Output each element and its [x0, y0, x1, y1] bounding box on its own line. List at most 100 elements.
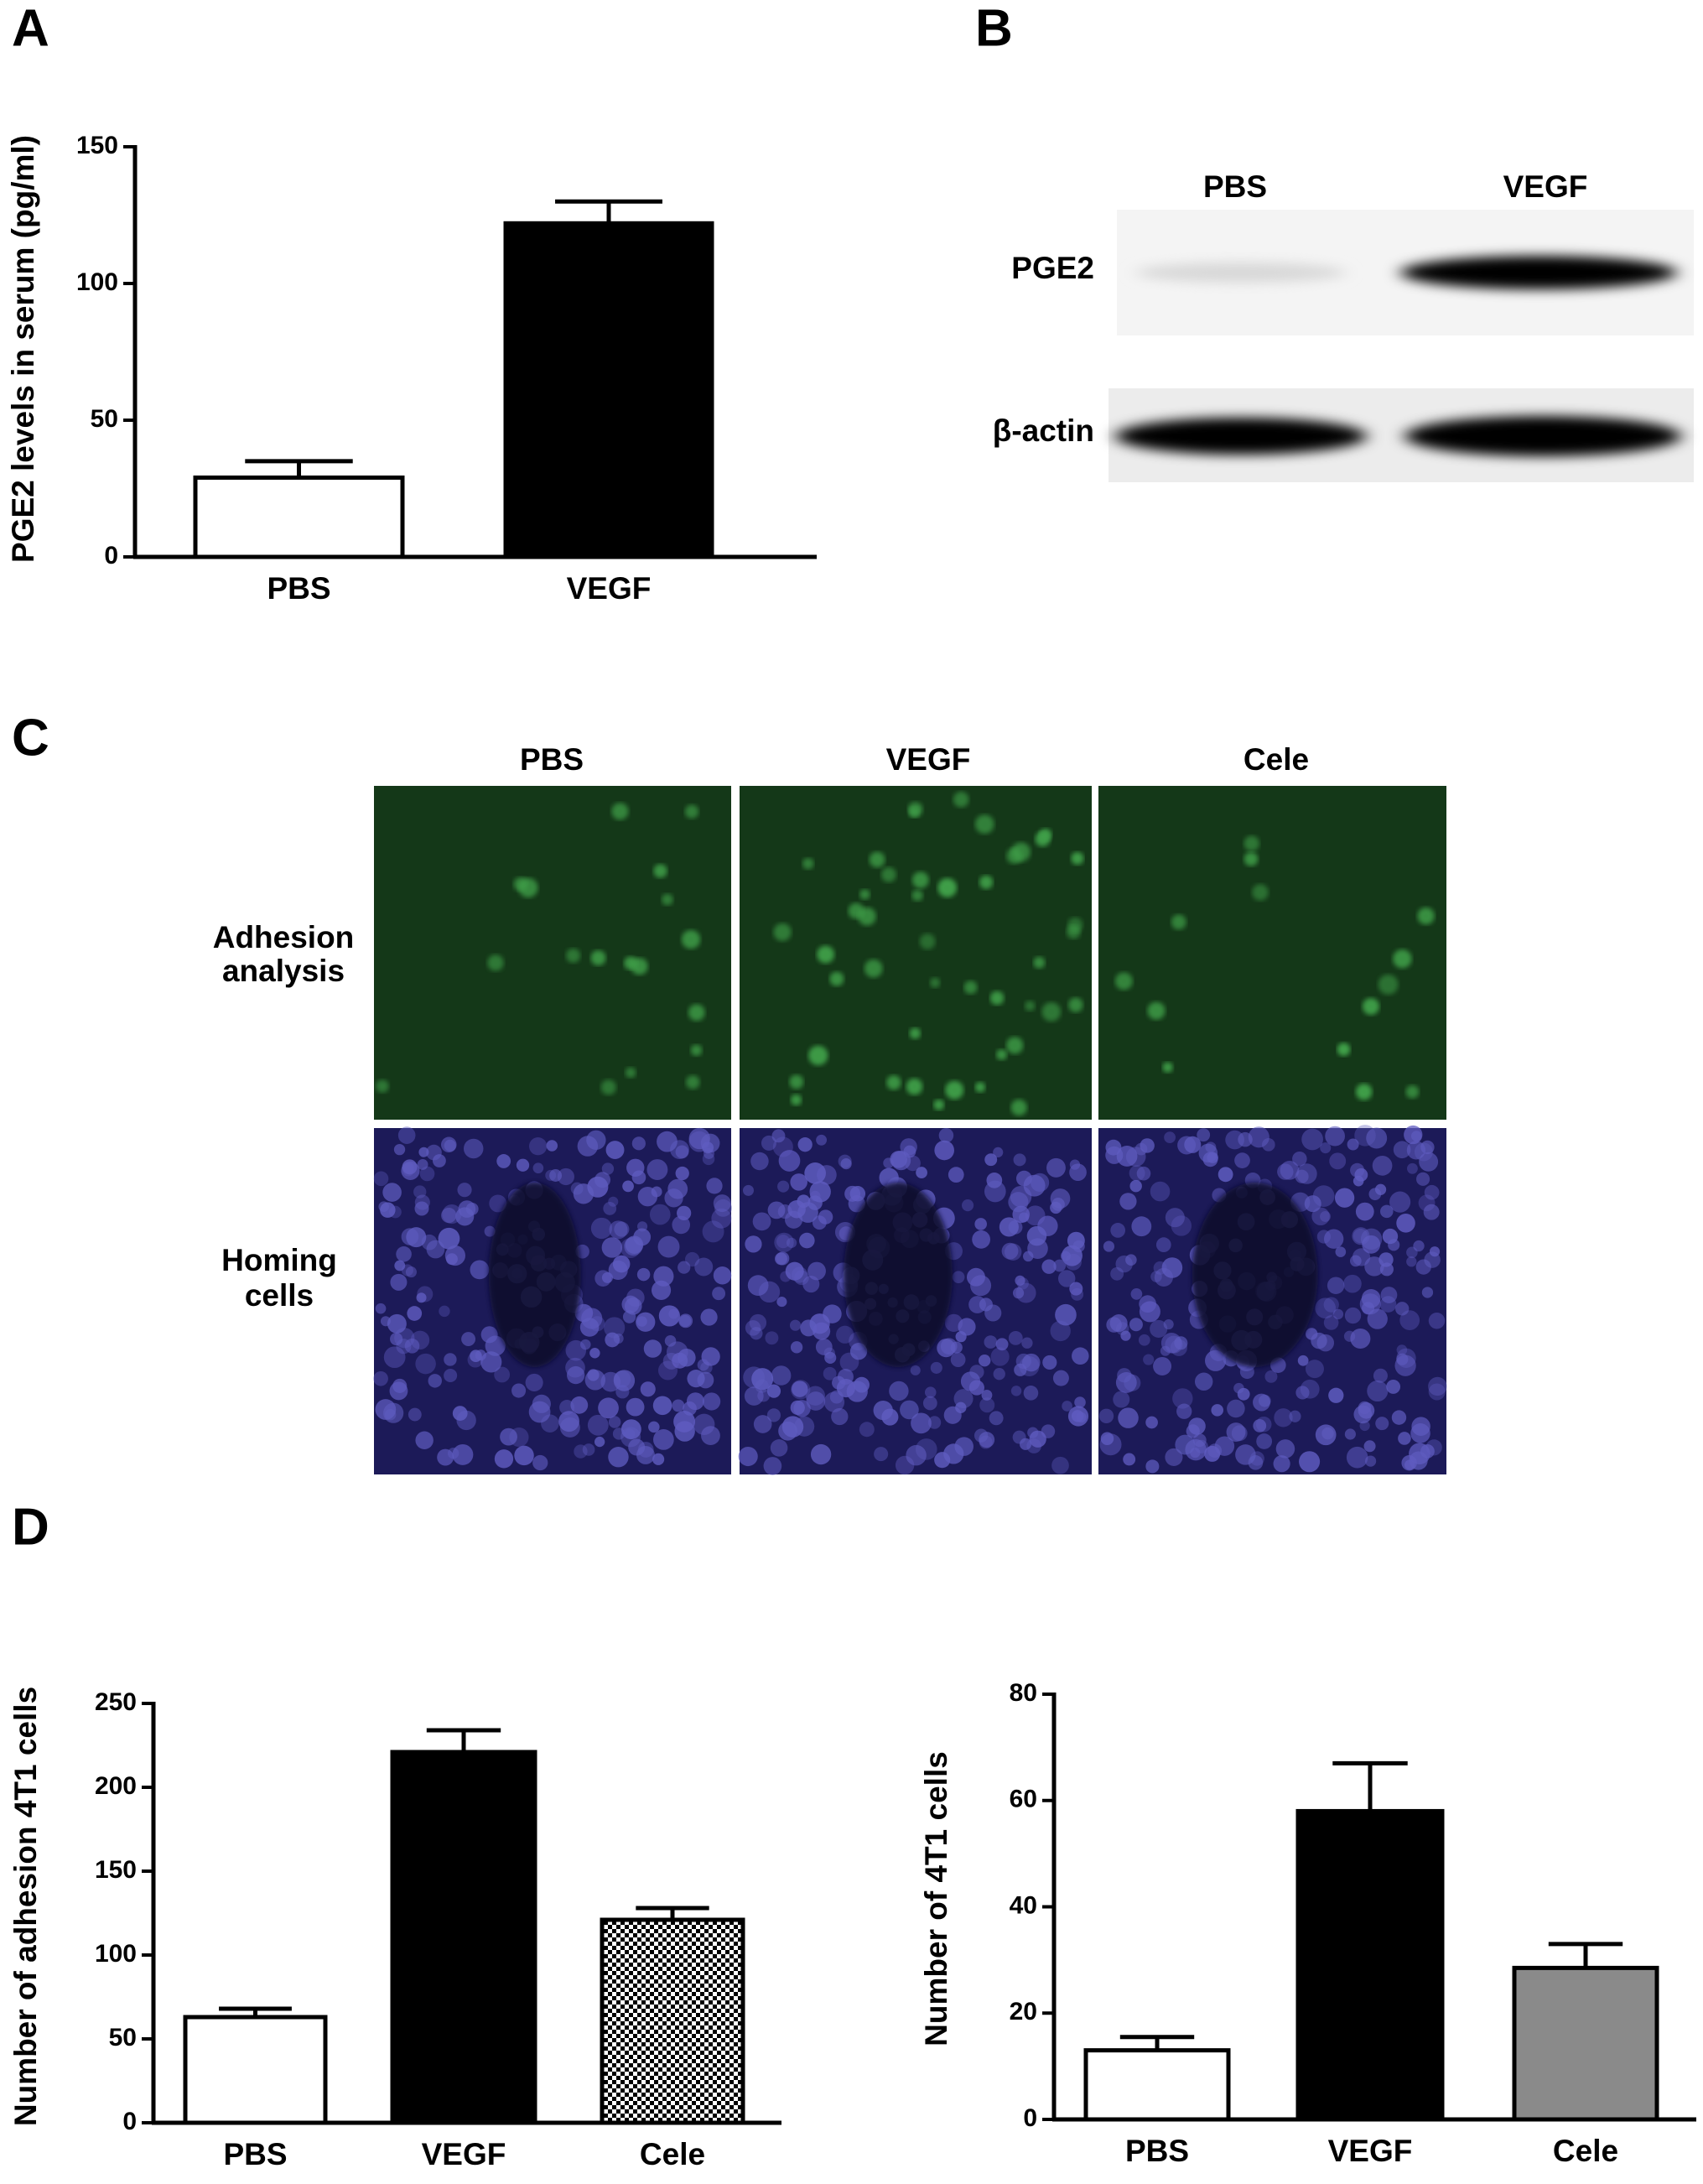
- cell: [1252, 884, 1269, 901]
- nucleus: [605, 1332, 620, 1348]
- nucleus: [1010, 1386, 1022, 1396]
- micrograph-bg: [1098, 786, 1446, 1120]
- nucleus: [1143, 1354, 1155, 1365]
- nucleus: [657, 1131, 678, 1152]
- nucleus: [943, 1443, 964, 1464]
- nucleus: [1163, 1318, 1174, 1330]
- nucleus: [1138, 1334, 1150, 1346]
- y-tick-label: 0: [122, 2108, 137, 2135]
- nucleus: [930, 1361, 942, 1374]
- micrograph-homing: [373, 1126, 732, 1474]
- nucleus: [404, 1338, 420, 1354]
- nucleus: [934, 1140, 955, 1161]
- nucleus: [1145, 1416, 1158, 1429]
- y-axis-label: Number of 4T1 cells: [919, 1751, 953, 2046]
- nucleus: [960, 1371, 981, 1391]
- nucleus: [776, 1251, 790, 1266]
- nucleus: [786, 1237, 797, 1248]
- nucleus: [601, 1162, 615, 1175]
- nucleus: [380, 1202, 396, 1218]
- nucleus: [373, 1171, 389, 1187]
- blot-band: [1115, 418, 1367, 455]
- nucleus: [1106, 1317, 1122, 1333]
- nucleus: [1324, 1229, 1344, 1249]
- nucleus: [1197, 1128, 1211, 1142]
- cell: [487, 954, 504, 971]
- nucleus: [749, 1313, 767, 1332]
- nucleus: [657, 1360, 678, 1381]
- nucleus: [1320, 1142, 1332, 1154]
- nucleus: [396, 1245, 412, 1262]
- nucleus: [608, 1447, 629, 1468]
- nucleus: [1214, 1436, 1235, 1456]
- nucleus: [603, 1202, 617, 1215]
- nucleus: [675, 1166, 689, 1181]
- y-tick-label: 40: [1010, 1891, 1037, 1919]
- nucleus: [604, 1317, 626, 1339]
- nucleus: [626, 1158, 645, 1177]
- nucleus: [1103, 1240, 1115, 1252]
- nucleus: [1301, 1128, 1323, 1151]
- nucleus: [664, 1188, 683, 1208]
- nucleus: [1323, 1297, 1339, 1313]
- nucleus: [1255, 1416, 1272, 1433]
- cell: [1114, 972, 1133, 991]
- nucleus: [589, 1348, 600, 1359]
- nucleus: [1019, 1438, 1032, 1450]
- nucleus: [922, 1396, 937, 1411]
- nucleus: [528, 1401, 551, 1423]
- nucleus: [1069, 1159, 1081, 1170]
- nucleus: [528, 1137, 548, 1156]
- nucleus: [1359, 1420, 1370, 1432]
- bar: [390, 1750, 537, 2125]
- nucleus: [1350, 1328, 1371, 1349]
- nucleus: [1027, 1427, 1039, 1438]
- nucleus: [1115, 1255, 1133, 1273]
- nucleus: [532, 1454, 548, 1471]
- nucleus: [1120, 1330, 1131, 1341]
- nucleus: [1175, 1434, 1196, 1455]
- nucleus: [1192, 1433, 1207, 1448]
- nucleus: [605, 1141, 625, 1160]
- nucleus: [778, 1150, 801, 1172]
- nucleus: [916, 1167, 927, 1178]
- blot-band: [1404, 416, 1681, 456]
- cell: [1355, 1084, 1373, 1100]
- nucleus: [1396, 1344, 1408, 1355]
- nucleus: [1419, 1152, 1439, 1172]
- nucleus: [601, 1237, 623, 1258]
- nucleus: [766, 1384, 781, 1398]
- nucleus: [1347, 1138, 1359, 1151]
- nucleus: [1258, 1394, 1271, 1407]
- cell: [1362, 997, 1379, 1016]
- cell: [1006, 1037, 1024, 1054]
- x-tick-label: Cele: [640, 2137, 705, 2171]
- nucleus: [1160, 1333, 1182, 1354]
- nucleus: [738, 1446, 758, 1467]
- nucleus: [797, 1137, 813, 1152]
- nucleus: [840, 1158, 852, 1170]
- nucleus: [511, 1383, 527, 1398]
- nucleus: [615, 1385, 630, 1399]
- nucleus: [1335, 1246, 1347, 1257]
- blot-band: [1136, 263, 1346, 283]
- y-tick-label: 80: [1010, 1679, 1037, 1707]
- nucleus: [428, 1374, 442, 1388]
- nucleus: [792, 1381, 808, 1397]
- cell: [1068, 997, 1083, 1012]
- nucleus: [836, 1325, 854, 1344]
- nucleus: [373, 1370, 388, 1386]
- cell: [513, 877, 527, 892]
- nucleus: [1139, 1301, 1160, 1323]
- nucleus: [794, 1416, 815, 1437]
- nucleus: [950, 1352, 966, 1368]
- cell: [953, 791, 969, 808]
- y-tick-label: 50: [91, 405, 118, 433]
- x-tick-label: VEGF: [422, 2137, 506, 2171]
- nucleus: [1053, 1259, 1067, 1272]
- nucleus: [1188, 1417, 1206, 1435]
- nucleus: [1295, 1169, 1309, 1183]
- row-label: analysis: [222, 954, 345, 988]
- nucleus: [579, 1318, 600, 1337]
